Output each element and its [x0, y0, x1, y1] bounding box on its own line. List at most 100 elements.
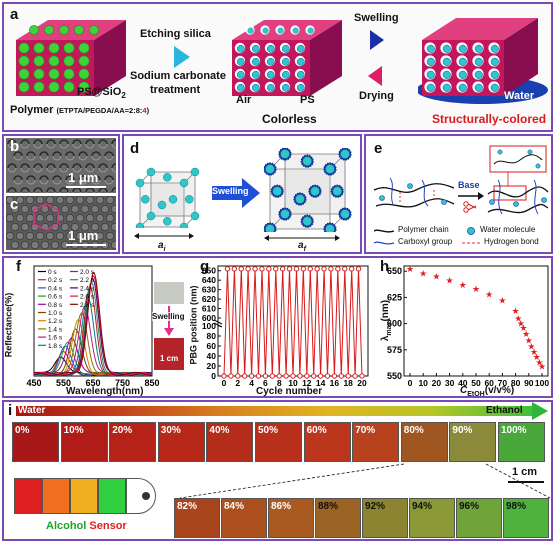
concentration-tile: 100% [498, 422, 545, 462]
ps-core [236, 83, 245, 92]
sem-feature [98, 167, 108, 173]
block-sphere [63, 81, 75, 93]
lattice-particle [163, 173, 172, 182]
chart-g-ytick-label: 40 [207, 351, 217, 361]
chart-h-ytick-label: 600 [387, 319, 402, 329]
sem-pore [30, 240, 40, 250]
sem-feature [7, 139, 17, 145]
chart-g-point [259, 266, 265, 272]
legend-polymer-chain: Polymer chain [398, 225, 449, 234]
sem-pore [105, 231, 115, 241]
sem-pore [95, 231, 105, 241]
sem-feature [98, 143, 108, 149]
chart-g-point [359, 373, 365, 379]
chart-g-ytick-label: 630 [202, 285, 216, 295]
sem-feature [91, 151, 101, 157]
sem-pore [70, 204, 80, 214]
concentration-tile-label: 98% [506, 501, 527, 512]
sem-feature [46, 187, 56, 193]
lattice-particle [157, 200, 167, 210]
sem-pore [55, 231, 65, 241]
sem-feature [20, 167, 30, 173]
lattice-particle [265, 224, 275, 232]
ps-core [281, 44, 290, 53]
chart-f-legend-item: 0 s [48, 269, 57, 276]
sem-feature [98, 139, 108, 145]
chart-f-legend-item: 2.2 s [80, 277, 95, 284]
block-sphere [59, 25, 69, 35]
chart-h-point: ★ [512, 306, 520, 316]
panel-bc: b 1 μm c 1 μm [2, 134, 120, 254]
panel-b-scale-bar [66, 186, 106, 188]
concentration-row-2: 82% 84% 86% 88% 92% 94% 96% 98% [174, 498, 550, 540]
block-sphere [78, 81, 90, 93]
sem-pore [50, 240, 60, 250]
sem-pore [15, 231, 25, 241]
sem-pore [85, 196, 95, 205]
legend-water-molecule-icon [467, 227, 475, 235]
chart-g-ytick-label: 100 [202, 321, 216, 331]
chart-h-point: ★ [446, 276, 454, 286]
chart-g-point [338, 373, 345, 379]
sem-feature [72, 139, 82, 145]
chart-g-point [238, 266, 244, 272]
ps-core [296, 83, 305, 92]
chart-f-series-line [33, 272, 153, 376]
chart-h-point: ★ [419, 268, 427, 278]
panel-i-scale: 1 cm [512, 466, 538, 478]
chart-g-xtick-label: 4 [249, 378, 254, 388]
sem-feature [78, 151, 88, 157]
block-sphere [78, 42, 90, 54]
sem-pore [100, 222, 110, 232]
sem-feature [59, 187, 69, 193]
sem-pore [75, 213, 85, 223]
chart-g-ylabel: PBG position (nm) [188, 285, 199, 365]
sem-pore [110, 222, 116, 232]
chart-g-point [279, 266, 286, 272]
ps-core [490, 44, 499, 53]
ps-core [266, 57, 275, 66]
inset-swelling-arrow-icon [164, 306, 174, 336]
sem-feature [39, 179, 49, 185]
sem-pore [95, 196, 105, 205]
ai-dimension [134, 233, 194, 239]
chart-h-xtick-label: 70 [498, 378, 508, 388]
sem-feature [7, 163, 17, 169]
sem-feature [59, 143, 69, 149]
chart-g-point [242, 373, 248, 379]
chart-g-point [221, 373, 227, 379]
sem-pore [70, 222, 80, 232]
sem-feature [59, 191, 69, 193]
ps-core [442, 83, 451, 92]
lattice-particle [190, 211, 200, 221]
sem-feature [13, 151, 23, 157]
concentration-tile-label: 86% [271, 501, 292, 512]
sem-feature [72, 167, 82, 173]
chart-h-ylabel: λmax(nm) [380, 299, 394, 342]
sem-feature [33, 187, 43, 193]
concentration-tile-label: 88% [318, 501, 339, 512]
block-sphere [63, 42, 75, 54]
concentration-tile-zoom: 92% [362, 498, 408, 538]
chart-f-legend-item: 2.4 s [80, 285, 95, 292]
chart-h-point: ★ [519, 323, 527, 333]
ps-core [251, 57, 260, 66]
sem-feature [7, 143, 17, 149]
chart-g-xtick-label: 2 [235, 378, 240, 388]
chart-g-point [342, 266, 348, 272]
ps-core [490, 57, 499, 66]
chart-h-ytick-label: 550 [387, 371, 402, 381]
sem-feature [20, 139, 30, 145]
sem-feature [85, 191, 95, 193]
sem-feature [20, 187, 30, 193]
chart-g-point [255, 373, 262, 379]
chart-h-point: ★ [485, 289, 493, 299]
block-sphere [48, 81, 60, 93]
concentration-tile-label: 94% [412, 501, 433, 512]
sem-pore [105, 213, 115, 223]
ps-core [490, 70, 499, 79]
sem-pore [15, 213, 25, 223]
panel-i: i Water Ethanol 0% 10% 20% 30% 40% 50% 60% 70% 8… [2, 400, 553, 541]
sem-pore [10, 204, 20, 214]
ps-core [247, 27, 254, 34]
